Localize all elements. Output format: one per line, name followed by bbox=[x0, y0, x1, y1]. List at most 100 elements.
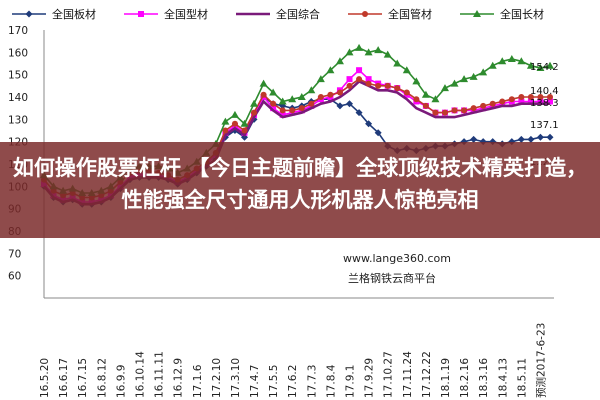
data-point bbox=[346, 76, 353, 83]
data-point bbox=[526, 61, 535, 69]
x-tick-label: 18.1.19 bbox=[440, 358, 452, 398]
data-point bbox=[316, 75, 325, 83]
data-point bbox=[517, 57, 526, 65]
data-point bbox=[394, 85, 401, 92]
overlay-banner: 如何操作股票杠杆 【今日主题前瞻】全球顶级技术精英打造，性能强全尺寸通用人形机器… bbox=[0, 142, 600, 238]
data-point bbox=[537, 94, 544, 100]
data-point bbox=[473, 10, 481, 17]
data-point bbox=[489, 100, 496, 107]
x-tick-label: 17.4.7 bbox=[249, 365, 261, 398]
x-tick-label: 17.10.27 bbox=[383, 351, 395, 398]
data-point bbox=[460, 75, 469, 83]
x-tick-label: 17.9.29 bbox=[364, 358, 376, 398]
x-tick-label: 18.4.13 bbox=[497, 358, 509, 398]
y-tick-label: 140 bbox=[8, 92, 28, 104]
data-point bbox=[270, 100, 277, 107]
data-point bbox=[346, 100, 354, 108]
data-point bbox=[279, 107, 286, 114]
data-point bbox=[383, 50, 392, 58]
data-point bbox=[288, 95, 297, 103]
data-point bbox=[470, 105, 477, 112]
y-tick-label: 160 bbox=[8, 47, 28, 59]
data-point bbox=[421, 90, 430, 98]
data-point bbox=[431, 95, 440, 103]
data-point bbox=[402, 66, 411, 74]
chart-legend: 全国板材 全国型材 全国综合 全国管材 全国长材 bbox=[12, 7, 544, 21]
y-tick-label: 60 bbox=[8, 271, 21, 283]
data-point bbox=[138, 11, 144, 17]
x-tick-label: 16.10.14 bbox=[134, 351, 146, 398]
data-point bbox=[251, 109, 258, 116]
data-point bbox=[450, 79, 459, 87]
data-point bbox=[345, 48, 354, 56]
data-point bbox=[374, 46, 383, 54]
banner-headline: 如何操作股票杠杆 【今日主题前瞻】全球顶级技术精英打造，性能强全尺寸通用人形机器… bbox=[12, 156, 588, 212]
x-tick-label: 17.12.22 bbox=[421, 351, 433, 398]
legend-item: 全国板材 bbox=[12, 7, 96, 21]
data-point bbox=[326, 66, 335, 74]
x-tick-label: 17.3.10 bbox=[230, 358, 242, 398]
y-tick-label: 170 bbox=[8, 25, 28, 37]
data-point bbox=[222, 127, 229, 134]
x-tick-label: 17.1.6 bbox=[192, 364, 204, 398]
data-point bbox=[279, 111, 286, 118]
x-tick-label: 16.12.9 bbox=[173, 358, 185, 398]
data-point bbox=[336, 89, 343, 96]
series-end-value: 137.1 bbox=[530, 120, 559, 131]
data-point bbox=[451, 107, 458, 114]
data-point bbox=[384, 82, 391, 89]
data-point bbox=[346, 82, 353, 89]
data-point bbox=[488, 61, 497, 69]
data-point bbox=[536, 63, 545, 71]
data-point bbox=[269, 88, 278, 96]
data-point bbox=[307, 86, 316, 94]
legend-label: 全国综合 bbox=[276, 7, 320, 21]
x-tick-label: 16.7.15 bbox=[77, 358, 89, 398]
data-point bbox=[546, 61, 554, 69]
data-point bbox=[403, 89, 410, 96]
legend-label: 全国长材 bbox=[500, 7, 544, 21]
data-point bbox=[308, 100, 315, 107]
data-point bbox=[507, 55, 516, 63]
data-point bbox=[547, 94, 553, 100]
data-point bbox=[547, 98, 553, 105]
data-point bbox=[499, 98, 506, 105]
x-tick-label: 16.8.12 bbox=[96, 358, 108, 398]
data-point bbox=[469, 72, 478, 80]
data-point bbox=[498, 57, 507, 65]
x-tick-label: 17.6.2 bbox=[287, 365, 299, 398]
legend-item: 全国管材 bbox=[348, 7, 432, 21]
x-tick-label: 18.2.16 bbox=[459, 358, 471, 398]
data-point bbox=[221, 117, 230, 125]
x-tick-label: 预测2017-6-23 bbox=[534, 323, 547, 398]
watermark-url: www.lange360.com bbox=[343, 252, 451, 265]
data-point bbox=[422, 102, 429, 109]
data-point bbox=[230, 110, 239, 118]
data-point bbox=[364, 48, 373, 56]
data-point bbox=[362, 11, 368, 17]
data-point bbox=[413, 96, 420, 103]
data-point bbox=[375, 82, 382, 89]
data-point bbox=[374, 129, 382, 137]
y-tick-label: 130 bbox=[8, 114, 28, 126]
watermark-name: 兰格钢铁云商平台 bbox=[348, 271, 436, 285]
x-tick-label: 17.11.24 bbox=[402, 351, 414, 398]
data-point bbox=[365, 80, 372, 87]
data-point bbox=[336, 102, 344, 110]
data-point bbox=[278, 97, 287, 105]
data-point bbox=[527, 135, 535, 143]
data-point bbox=[480, 102, 487, 109]
data-point bbox=[441, 109, 448, 116]
data-point bbox=[260, 91, 267, 98]
data-point bbox=[297, 93, 306, 100]
data-point bbox=[461, 107, 468, 114]
data-point bbox=[393, 59, 402, 67]
x-tick-label: 17.8.4 bbox=[325, 364, 337, 398]
data-point bbox=[537, 98, 544, 105]
data-point bbox=[356, 67, 363, 74]
data-point bbox=[470, 135, 478, 143]
series-end-value: 140.4 bbox=[530, 86, 559, 97]
x-tick-label: 17.2.10 bbox=[211, 358, 223, 398]
data-point bbox=[241, 127, 248, 134]
